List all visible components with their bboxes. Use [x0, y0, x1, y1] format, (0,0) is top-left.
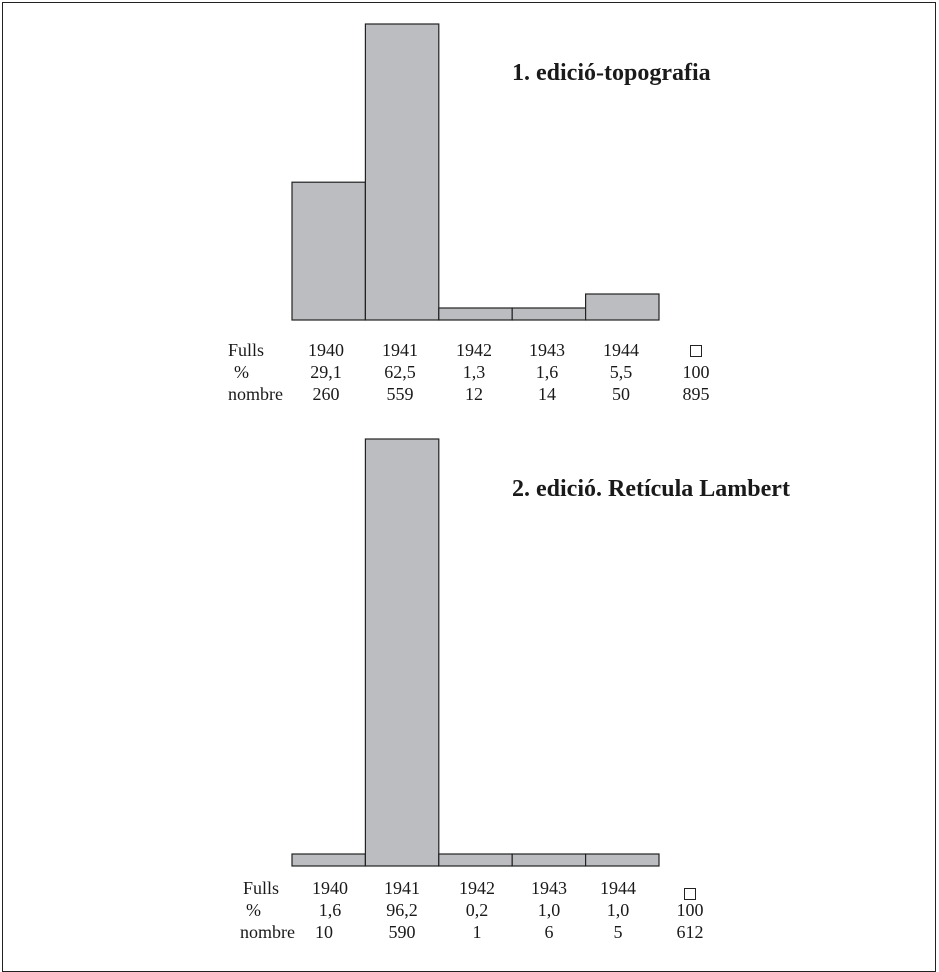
- row-label-percent: %: [246, 900, 261, 920]
- percent-1940: 1,6: [318, 900, 342, 920]
- bar-1942: [438, 853, 513, 867]
- percent-1944: 5,5: [609, 362, 633, 382]
- count-1944: 50: [612, 384, 630, 404]
- chart-1-plot: [291, 23, 660, 321]
- percent-1943: 1,6: [535, 362, 559, 382]
- percent-total: 100: [682, 362, 710, 382]
- count-1942: 1: [472, 922, 482, 942]
- percent-1942: 1,3: [462, 362, 486, 382]
- bar-1944: [584, 293, 660, 321]
- chart-1-title: 1. edició-topografia: [512, 60, 711, 86]
- count-1940: 10: [315, 922, 333, 942]
- header-1940: 1940: [312, 878, 348, 898]
- count-total: 895: [682, 384, 710, 404]
- count-1941: 559: [386, 384, 414, 404]
- header-1941: 1941: [382, 340, 418, 360]
- header-1943: 1943: [529, 340, 565, 360]
- total-square-icon: [684, 888, 696, 900]
- header-1943: 1943: [531, 878, 567, 898]
- header-1941: 1941: [384, 878, 420, 898]
- header-1942: 1942: [456, 340, 492, 360]
- bar-1941: [364, 438, 440, 867]
- percent-1943: 1,0: [537, 900, 561, 920]
- count-1943: 6: [544, 922, 554, 942]
- header-1942: 1942: [459, 878, 495, 898]
- count-1941: 590: [388, 922, 416, 942]
- total-square-icon: [690, 345, 702, 357]
- row-label-nombre: nombre: [240, 922, 295, 942]
- row-label-percent: %: [234, 362, 249, 382]
- header-1940: 1940: [308, 340, 344, 360]
- bar-1941: [364, 23, 440, 321]
- percent-total: 100: [676, 900, 704, 920]
- count-1942: 12: [465, 384, 483, 404]
- percent-1941: 62,5: [384, 362, 416, 382]
- bar-1944: [584, 853, 660, 867]
- header-1944: 1944: [600, 878, 636, 898]
- percent-1941: 96,2: [386, 900, 418, 920]
- row-label-nombre: nombre: [228, 384, 283, 404]
- count-total: 612: [676, 922, 704, 942]
- percent-1942: 0,2: [465, 900, 489, 920]
- count-1944: 5: [613, 922, 623, 942]
- row-label-fulls: Fulls: [243, 878, 280, 898]
- chart-1-bars: [291, 23, 660, 321]
- bar-1943: [511, 853, 587, 867]
- bar-1940: [291, 853, 367, 867]
- chart-2-plot: [291, 438, 660, 867]
- percent-1940: 29,1: [310, 362, 342, 382]
- percent-1944: 1,0: [606, 900, 630, 920]
- count-1943: 14: [538, 384, 556, 404]
- bar-1940: [291, 181, 367, 321]
- chart-2-title: 2. edició. Retícula Lambert: [512, 476, 790, 502]
- chart-2-bars: [291, 438, 660, 867]
- row-label-fulls: Fulls: [228, 340, 265, 360]
- header-1944: 1944: [603, 340, 639, 360]
- count-1940: 260: [312, 384, 340, 404]
